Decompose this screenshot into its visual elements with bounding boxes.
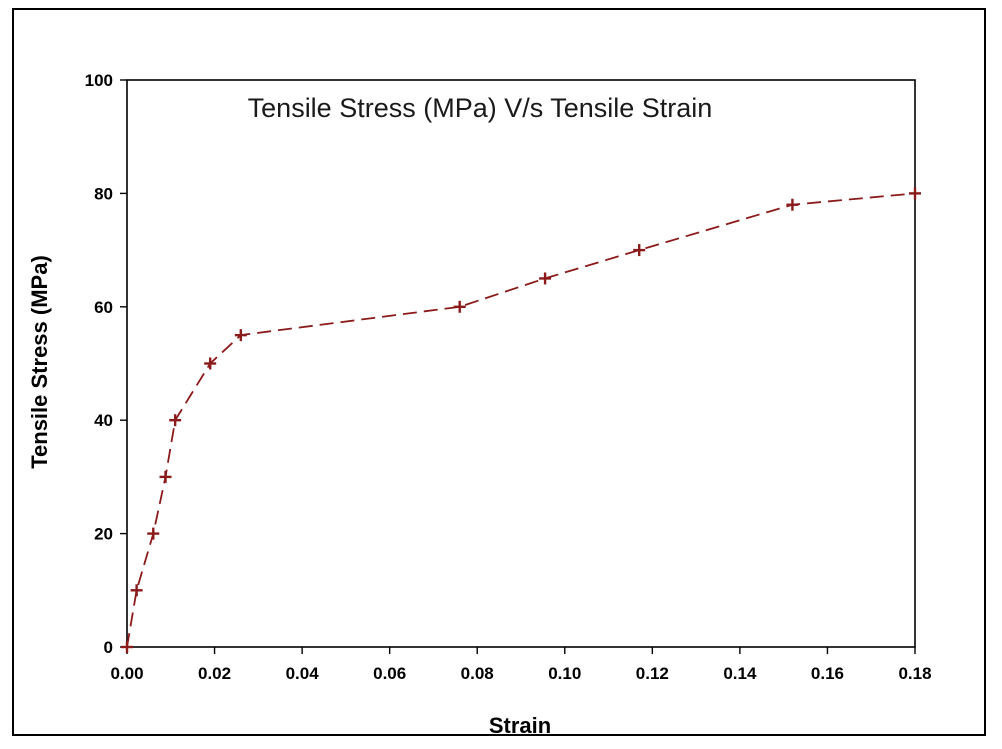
data-point-marker [786, 198, 799, 211]
data-point-marker [169, 414, 182, 427]
data-point-marker [147, 527, 160, 540]
data-point-marker [159, 470, 172, 483]
x-tick-label: 0.04 [286, 664, 320, 683]
x-tick-label: 0.14 [723, 664, 757, 683]
x-tick-label: 0.00 [110, 664, 143, 683]
data-point-marker [130, 584, 143, 597]
data-point-marker [633, 244, 646, 257]
y-tick-label: 0 [104, 638, 113, 657]
y-tick-label: 40 [94, 411, 113, 430]
x-tick-label: 0.02 [198, 664, 231, 683]
x-tick-label: 0.16 [811, 664, 844, 683]
plot-area [126, 79, 916, 648]
x-tick-label: 0.06 [373, 664, 406, 683]
data-point-marker [453, 300, 466, 313]
data-point-marker [121, 641, 133, 653]
axes: 0.00 0.02 0.04 0.06 0.08 0.10 0.12 0.14 0.16 0.18… [85, 71, 932, 683]
y-tick-label: 20 [94, 525, 113, 544]
data-point-marker [204, 357, 217, 370]
x-axis-title: Strain [489, 713, 551, 738]
series-layer [121, 187, 921, 653]
x-tick-label: 0.12 [636, 664, 669, 683]
x-tick-label: 0.08 [461, 664, 494, 683]
x-tick-label: 0.18 [898, 664, 931, 683]
chart-title: Tensile Stress (MPa) V/s Tensile Strain [248, 93, 713, 123]
chart-frame [12, 8, 986, 736]
data-point-marker [234, 329, 247, 342]
y-axis-title: Tensile Stress (MPa) [27, 255, 52, 469]
y-tick-label: 80 [94, 184, 113, 203]
y-tick-label: 100 [85, 71, 113, 90]
y-tick-label: 60 [94, 298, 113, 317]
series-line [126, 192, 916, 648]
data-point-marker [909, 187, 921, 200]
x-tick-label: 0.10 [548, 664, 581, 683]
data-point-marker [539, 272, 552, 285]
